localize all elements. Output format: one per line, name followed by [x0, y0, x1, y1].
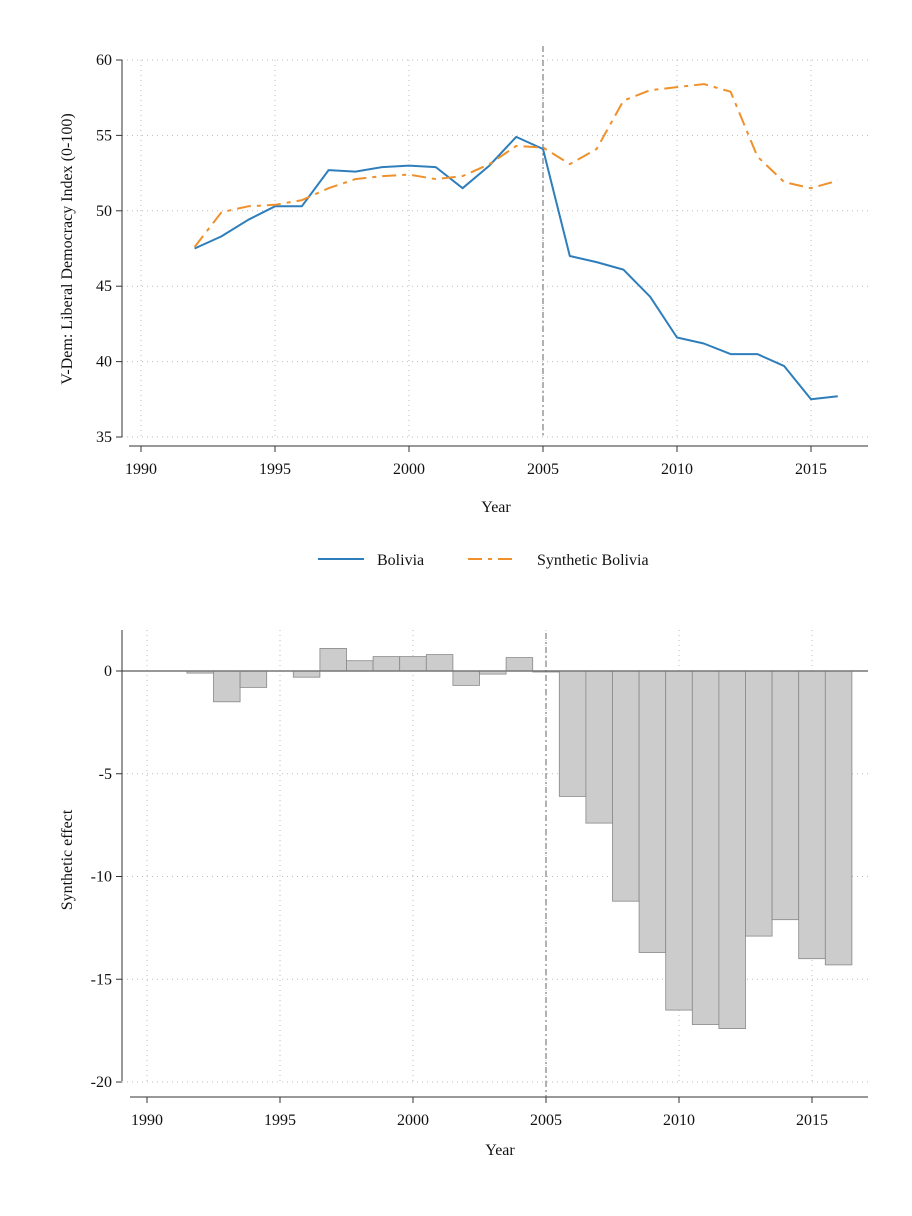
bottom-x-tick-label: 2000 — [397, 1112, 429, 1129]
top-series — [193, 83, 839, 401]
bottom-axes: 0 -5 -10 -15 -20 1990 1995 2000 2005 2010 2015 — [91, 630, 868, 1129]
bottom-y-tick-label: -10 — [91, 869, 112, 886]
effect-bar — [452, 670, 480, 686]
bottom-bars — [186, 648, 853, 1030]
top-x-axis-label: Year — [481, 499, 511, 516]
effect-bar — [372, 656, 401, 672]
bottom-x-tick-label: 1990 — [131, 1112, 163, 1129]
effect-bar — [718, 670, 746, 1030]
effect-bar — [798, 670, 826, 960]
top-y-axis-label: V-Dem: Liberal Democracy Index (0-100) — [59, 113, 76, 384]
top-x-tick-label: 2010 — [661, 461, 693, 478]
top-x-tick-label: 2000 — [393, 461, 425, 478]
top-x-tick-label: 2005 — [527, 461, 559, 478]
legend-synthetic-label: Synthetic Bolivia — [537, 552, 649, 569]
effect-bar — [213, 670, 241, 703]
bottom-x-tick-label: 2010 — [663, 1112, 695, 1129]
effect-bar — [425, 654, 454, 672]
top-y-tick-label: 60 — [96, 52, 112, 69]
bolivia-line — [194, 135, 838, 401]
effect-bar — [319, 648, 347, 672]
bottom-y-tick-label: -5 — [99, 766, 112, 783]
top-y-tick-label: 35 — [96, 429, 112, 446]
legend: Bolivia Synthetic Bolivia — [318, 552, 649, 569]
top-y-tick-label: 50 — [96, 203, 112, 220]
synthetic-bolivia-line — [193, 83, 839, 248]
bottom-y-axis-label: Synthetic effect — [59, 809, 76, 910]
effect-bar — [399, 656, 427, 672]
top-x-tick-label: 1995 — [259, 461, 291, 478]
effect-bar — [638, 670, 667, 953]
effect-bar — [665, 670, 693, 1011]
effect-bar — [505, 657, 534, 672]
effect-bar — [292, 670, 321, 678]
top-gridlines — [122, 59, 868, 438]
top-x-tick-label: 1990 — [125, 461, 157, 478]
bottom-y-tick-label: 0 — [104, 663, 112, 680]
effect-bar — [346, 660, 374, 672]
effect-bar — [239, 670, 268, 688]
effect-bar — [771, 670, 800, 921]
bottom-x-tick-label: 2015 — [796, 1112, 828, 1129]
bottom-x-tick-label: 2005 — [530, 1112, 562, 1129]
bottom-x-tick-label: 1995 — [264, 1112, 296, 1129]
effect-bar — [558, 670, 587, 797]
effect-bar — [585, 670, 613, 824]
bottom-x-axis-label: Year — [485, 1142, 515, 1159]
bottom-bar-chart: 0 -5 -10 -15 -20 1990 1995 2000 2005 2010 2015 Yea… — [59, 630, 868, 1159]
top-x-tick-label: 2015 — [795, 461, 827, 478]
bottom-y-tick-label: -15 — [91, 971, 112, 988]
effect-bar — [691, 670, 720, 1025]
legend-bolivia-label: Bolivia — [377, 552, 424, 569]
effect-bar — [745, 670, 773, 937]
top-y-tick-label: 40 — [96, 354, 112, 371]
effect-bar — [824, 670, 853, 966]
effect-bar — [612, 670, 640, 902]
top-line-chart: 35 40 45 50 55 60 1990 1995 2000 2005 2010 2015 Yea… — [59, 46, 868, 569]
bottom-y-tick-label: -20 — [91, 1074, 112, 1091]
top-y-tick-label: 55 — [96, 127, 112, 144]
top-axes: 35 40 45 50 55 60 1990 1995 2000 2005 2010 2015 — [96, 46, 868, 478]
top-y-tick-label: 45 — [96, 278, 112, 295]
